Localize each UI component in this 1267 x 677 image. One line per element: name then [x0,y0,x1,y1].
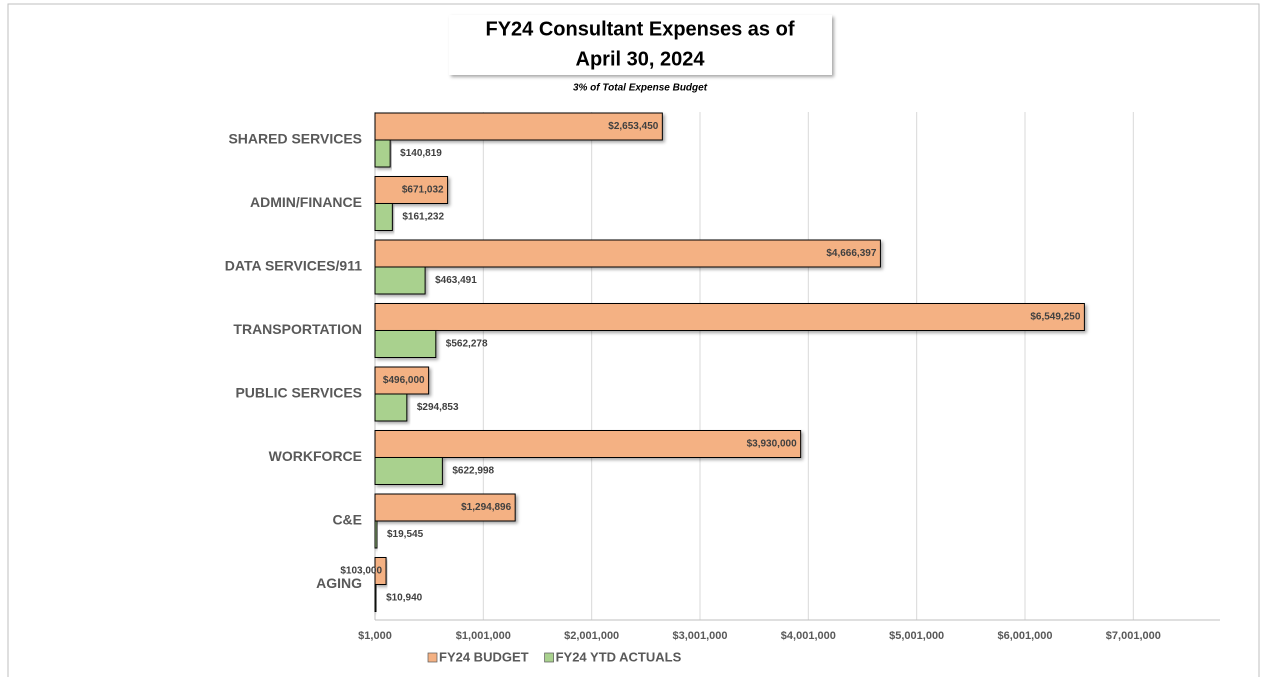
x-tick-label: $6,001,000 [997,630,1052,642]
y-tick-label: AGING [316,575,362,591]
data-label: $6,549,250 [1030,312,1080,323]
bar [374,584,377,612]
data-label: $1,294,896 [461,502,511,513]
bar [374,303,1085,331]
y-tick-label: PUBLIC SERVICES [235,385,362,401]
bar [374,520,378,549]
data-label: $671,032 [402,185,444,196]
bar [374,393,408,422]
x-tick-label: $1,000 [358,630,392,642]
x-tick-label: $4,001,000 [781,630,836,642]
data-label: $294,853 [417,402,459,413]
y-tick-label: TRANSPORTATION [233,321,362,337]
data-label: $140,819 [400,148,442,159]
data-label: $463,491 [435,275,477,286]
data-label: $19,545 [387,529,424,540]
y-tick-label: DATA SERVICES/911 [225,258,362,274]
data-label: $103,000 [340,566,382,577]
data-label: $4,666,397 [826,248,876,259]
bar [374,430,802,458]
bar [374,330,437,358]
x-tick-label: $7,001,000 [1106,630,1161,642]
chart-title-line2: April 30, 2024 [576,48,706,70]
bar [374,266,426,295]
bar [374,457,443,485]
bar [374,203,393,231]
data-label: $2,653,450 [608,121,658,132]
x-tick-label: $1,001,000 [456,630,511,642]
data-label: $496,000 [383,375,425,386]
chart-title: FY24 Consultant Expenses as of [486,18,795,40]
x-tick-label: $5,001,000 [889,630,944,642]
chart-border [7,3,1260,677]
legend-label: FY24 YTD ACTUALS [556,649,682,664]
bar [374,493,516,522]
legend-swatch [427,652,438,663]
data-label: $622,998 [452,466,494,477]
bar [374,139,391,168]
data-label: $161,232 [402,212,444,223]
y-tick-label: C&E [332,512,362,528]
y-tick-label: ADMIN/FINANCE [250,194,362,210]
y-tick-label: WORKFORCE [269,448,362,464]
bar [374,176,449,204]
data-label: $562,278 [446,339,488,350]
data-label: $10,940 [386,593,423,604]
bar [374,239,881,268]
x-tick-label: $3,001,000 [672,630,727,642]
legend-label: FY24 BUDGET [439,649,529,664]
bar [374,557,387,585]
bar [374,366,430,395]
legend-swatch [544,652,554,663]
y-tick-label: SHARED SERVICES [228,131,362,147]
chart-subtitle: 3% of Total Expense Budget [573,83,708,94]
x-tick-label: $2,001,000 [564,630,619,642]
title-box [449,15,832,75]
data-label: $3,930,000 [747,439,797,450]
bar [374,112,663,141]
